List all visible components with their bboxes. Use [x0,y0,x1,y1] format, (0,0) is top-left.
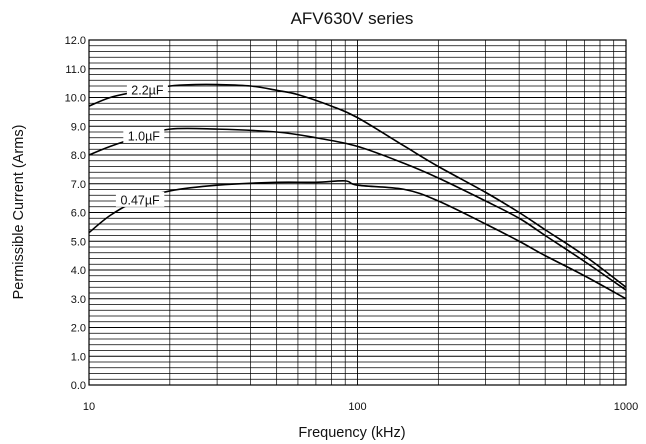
series-labels: 2.2µF 1.0µF 0.47µF [115,81,168,207]
series-label-bg [115,191,165,207]
chart-title: AFV630V series [291,9,414,28]
series-label-1: 1.0µF [128,129,161,143]
y-tick-label: 7.0 [71,179,86,191]
y-tick-label: 3.0 [71,294,86,306]
y-tick-label: 6.0 [71,208,86,220]
y-tick-label: 1.0 [71,351,86,363]
y-tick-label: 12.0 [65,35,86,47]
tick-labels: 0.0 1.0 2.0 3.0 4.0 5.0 6.0 7.0 8.0 9.0 10.0 11.0 12… [65,35,639,413]
x-axis-label: Frequency (kHz) [298,425,405,441]
y-tick-label: 8.0 [71,150,86,162]
y-tick-label: 0.0 [71,380,86,392]
y-tick-label: 2.0 [71,323,86,335]
y-axis-label: Permissible Current (Arms) [11,125,27,300]
x-tick-label: 10 [83,401,95,413]
series-label-bg [126,81,168,97]
y-tick-label: 11.0 [65,64,86,76]
y-tick-label: 4.0 [71,265,86,277]
x-tick-label: 1000 [614,401,638,413]
x-tick-label: 100 [348,401,366,413]
y-tick-label: 5.0 [71,236,86,248]
grid [88,39,626,386]
y-tick-label: 9.0 [71,121,86,133]
series-label-bg [123,127,165,143]
series-label-0: 2.2µF [131,83,164,97]
series-label-2: 0.47µF [121,193,161,207]
plot-frame [88,39,627,386]
y-tick-label: 10.0 [65,93,86,105]
